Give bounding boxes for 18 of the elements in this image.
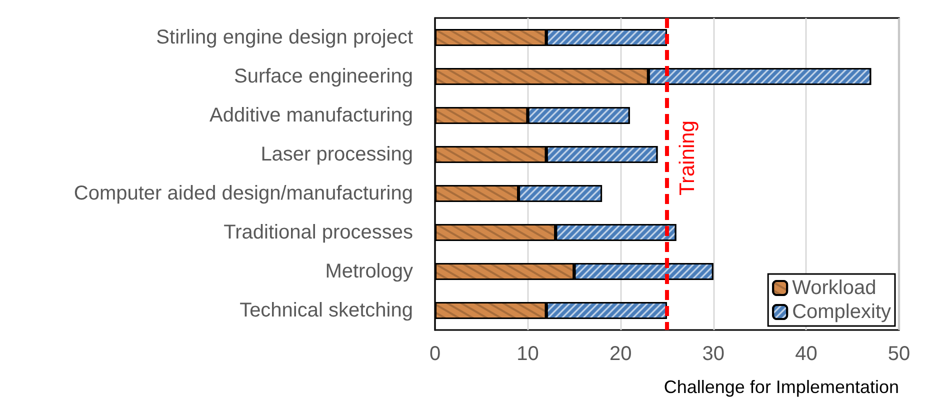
x-tick-label: 30 (702, 343, 725, 365)
y-tick-label: Computer aided design/manufacturing (74, 182, 413, 204)
x-tick-label: 20 (609, 343, 632, 365)
legend-label: Complexity (792, 301, 892, 323)
y-tick-label: Additive manufacturing (210, 104, 413, 126)
y-tick-label: Laser processing (260, 144, 413, 166)
y-tick-label: Surface engineering (234, 66, 413, 88)
x-tick-label: 0 (429, 343, 441, 365)
ref-line-label: Training (676, 120, 699, 196)
x-tick-label: 50 (888, 343, 910, 365)
x-tick-label: 40 (795, 343, 818, 365)
y-tick-label: Stirling engine design project (156, 26, 414, 48)
x-tick-label: 10 (516, 343, 539, 365)
x-axis-title: Challenge for Implementation (664, 377, 900, 397)
y-tick-label: Traditional processes (224, 222, 413, 244)
legend-label: Workload (792, 277, 876, 299)
y-tick-label: Technical sketching (240, 300, 413, 322)
y-tick-label: Metrology (325, 260, 413, 282)
